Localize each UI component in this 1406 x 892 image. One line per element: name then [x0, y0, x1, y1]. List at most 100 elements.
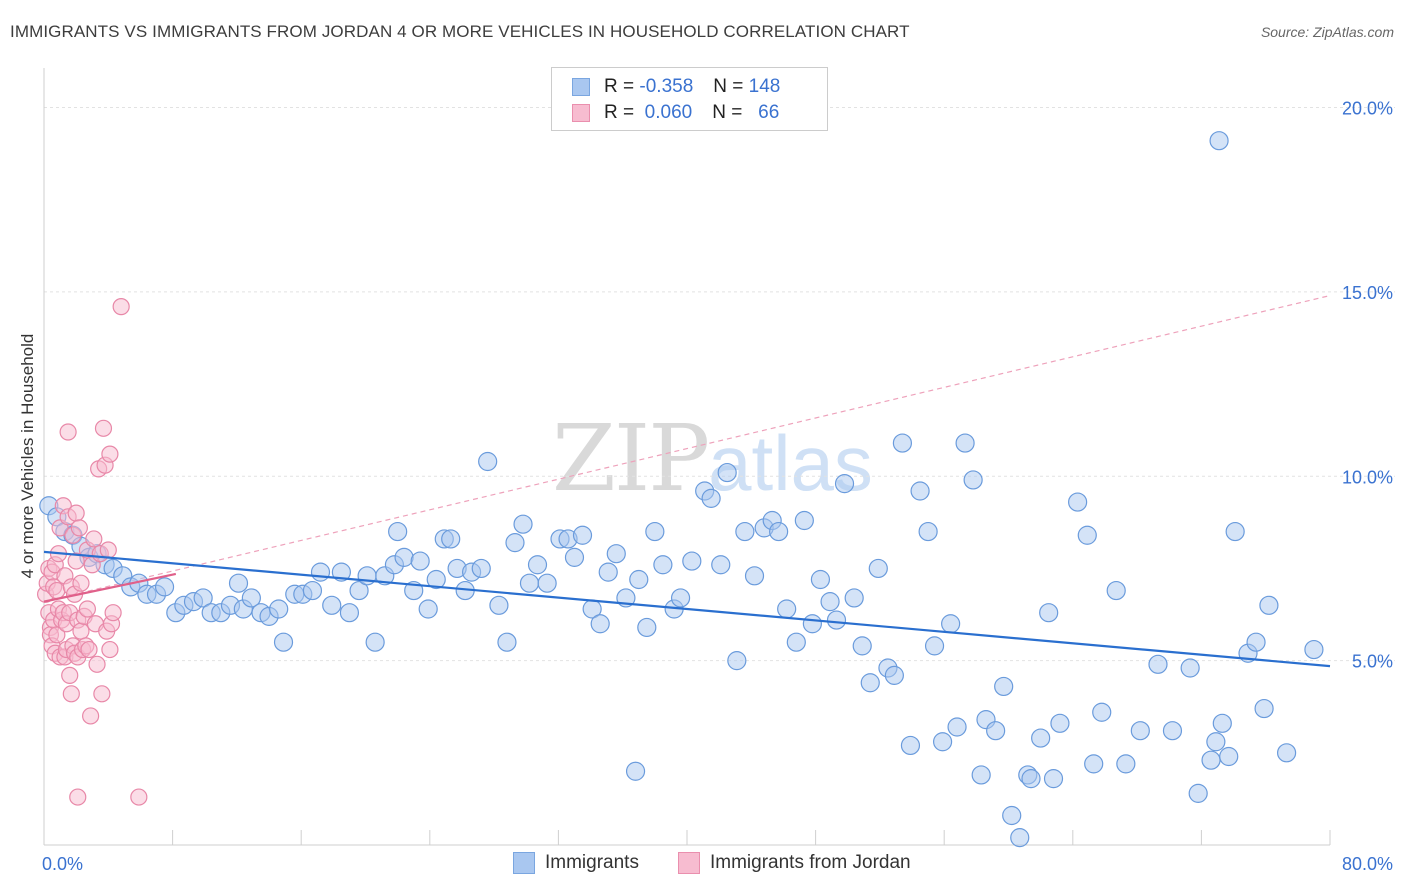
immigrants-point: [727, 651, 747, 671]
jordan-trend-dashed: [43, 294, 1331, 603]
immigrants-point: [590, 614, 610, 634]
jordan-swatch: [572, 104, 590, 122]
jordan-point: [72, 622, 90, 640]
jordan-point: [62, 685, 80, 703]
immigrants-point: [1043, 769, 1064, 789]
y-tick-label: 20.0%: [1342, 99, 1393, 119]
immigrants-point: [735, 521, 755, 542]
jordan-point: [48, 581, 66, 600]
jordan-point: [99, 541, 117, 559]
immigrants-point: [744, 566, 765, 586]
immigrants-trend-line: [43, 550, 1331, 668]
immigrants-point: [1148, 654, 1168, 674]
immigrants-point: [598, 562, 618, 582]
immigrants-point: [810, 569, 831, 590]
immigrants-point: [365, 632, 385, 652]
immigrants-point: [625, 761, 646, 781]
series-legend: Immigrants Immigrants from Jordan: [0, 852, 1406, 878]
jordan-point: [67, 504, 85, 522]
jordan-point: [101, 640, 119, 659]
immigrants-point: [941, 614, 961, 634]
immigrants-point: [1039, 603, 1059, 623]
immigrants-point: [826, 610, 847, 630]
immigrants-point: [478, 451, 498, 472]
immigrants-point: [310, 562, 331, 582]
n-value: 66: [758, 102, 780, 123]
immigrants-point: [932, 732, 953, 752]
immigrants-point: [497, 632, 517, 652]
immigrants-point: [564, 547, 585, 567]
immigrants-point: [844, 588, 864, 608]
immigrants-point: [986, 721, 1006, 741]
immigrants-point: [1002, 805, 1022, 826]
immigrants-point: [645, 521, 665, 542]
immigrants-point: [1209, 131, 1229, 151]
jordan-legend-swatch: [678, 852, 700, 874]
immigrants-point: [1084, 754, 1104, 774]
immigrants-point: [1092, 702, 1112, 722]
immigrants-point: [1180, 658, 1200, 678]
immigrants-point: [1162, 721, 1183, 741]
immigrants-point: [1050, 713, 1070, 733]
immigrants-point: [273, 632, 294, 652]
immigrants-point: [418, 599, 438, 619]
immigrants-point: [388, 521, 408, 542]
immigrants-point: [1106, 580, 1126, 601]
legend-label: Immigrants from Jordan: [710, 852, 911, 873]
immigrants-point: [519, 573, 540, 593]
immigrants-point: [924, 636, 945, 656]
immigrants-point: [670, 588, 691, 608]
immigrants-point: [629, 569, 649, 590]
immigrants-swatch: [572, 78, 590, 96]
y-tick-label: 10.0%: [1342, 467, 1393, 487]
immigrants-point: [154, 577, 175, 597]
jordan-point: [67, 552, 85, 570]
immigrants-point: [527, 555, 548, 575]
immigrants-point: [302, 580, 323, 601]
immigrants-point: [918, 521, 938, 542]
stats-legend: R = -0.358 N = 148 R = 0.060 N = 66: [551, 67, 828, 131]
immigrants-point: [1188, 783, 1208, 803]
immigrants-point: [653, 555, 673, 575]
immigrants-point: [701, 488, 721, 508]
chart-title: IMMIGRANTS VS IMMIGRANTS FROM JORDAN 4 O…: [10, 22, 910, 41]
immigrants-point: [1304, 639, 1324, 660]
immigrants-point: [955, 433, 975, 453]
jordan-point: [80, 640, 98, 659]
immigrants-point: [1201, 750, 1221, 770]
immigrants-point: [910, 481, 930, 501]
immigrants-point: [884, 665, 904, 685]
immigrants-point: [349, 580, 369, 601]
legend-item-jordan: Immigrants from Jordan: [678, 852, 911, 874]
x-tick-label-min: 0.0%: [42, 854, 83, 874]
stats-row-immigrants: R = -0.358 N = 148: [572, 75, 780, 99]
r-value: -0.358: [639, 76, 694, 97]
y-tick-label: 5.0%: [1352, 652, 1393, 672]
jordan-point: [104, 604, 122, 622]
immigrants-point: [322, 595, 342, 615]
immigrants-point: [1254, 698, 1274, 719]
immigrants-point: [513, 514, 533, 534]
immigrants-point: [339, 603, 360, 623]
immigrants-point: [947, 717, 967, 737]
immigrants-point: [682, 551, 702, 571]
immigrants-point: [505, 533, 525, 553]
immigrants-point: [1130, 721, 1150, 741]
immigrants-point: [537, 573, 557, 593]
immigrants-point: [441, 529, 461, 549]
immigrants-point: [331, 562, 351, 582]
jordan-point: [85, 530, 103, 548]
immigrants-point: [994, 676, 1014, 697]
immigrants-point: [637, 617, 657, 638]
immigrants-point: [606, 544, 626, 564]
immigrants-point: [711, 555, 731, 575]
immigrants-point: [1219, 746, 1239, 767]
jordan-point: [59, 423, 77, 441]
immigrants-point: [1212, 713, 1232, 733]
y-tick-label: 15.0%: [1342, 283, 1393, 303]
immigrants-point: [852, 636, 872, 656]
jordan-point: [101, 445, 119, 463]
x-tick-label-max: 80.0%: [1342, 854, 1393, 874]
r-label: R =: [604, 102, 635, 123]
immigrants-point: [193, 588, 213, 608]
